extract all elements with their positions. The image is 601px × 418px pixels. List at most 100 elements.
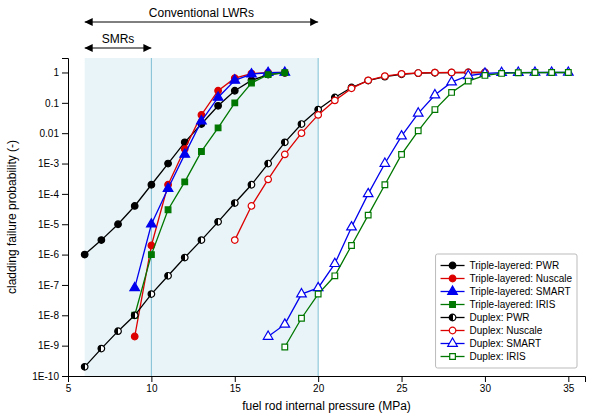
- y-tick: 1E-8: [38, 310, 68, 321]
- data-point: [298, 121, 305, 128]
- data-point: [415, 128, 421, 134]
- data-point: [197, 116, 207, 124]
- data-point: [198, 237, 205, 244]
- data-point: [448, 69, 455, 76]
- vertical-line: [151, 58, 152, 376]
- legend-label: Duplex: Nuscale: [470, 325, 543, 336]
- plot-marks: [81, 58, 573, 376]
- series-group: [132, 70, 288, 318]
- legend-background: [436, 254, 577, 368]
- x-tick-label: 30: [480, 383, 492, 394]
- data-point: [230, 75, 240, 83]
- legend-item: Triple-layered: SMART: [441, 286, 571, 297]
- data-point: [299, 315, 305, 321]
- y-tick: 1E-3: [38, 158, 68, 169]
- data-point: [115, 221, 122, 228]
- data-point: [265, 160, 272, 167]
- data-point: [131, 203, 138, 210]
- data-point: [413, 108, 423, 116]
- data-point: [249, 80, 255, 86]
- x-tick-mark: [568, 376, 569, 382]
- data-point: [148, 291, 155, 298]
- series-group: [131, 69, 288, 340]
- y-tick-label: 1E-4: [38, 189, 60, 200]
- data-point: [247, 69, 257, 77]
- y-tick-label: 1E-8: [38, 310, 60, 321]
- y-tick-mark: [62, 285, 68, 286]
- data-point: [432, 69, 439, 76]
- data-point: [432, 69, 439, 76]
- legend-swatch-marker: [449, 262, 456, 269]
- x-tick: 25: [396, 376, 408, 394]
- data-point: [98, 345, 105, 352]
- y-tick: 0.1: [45, 98, 68, 109]
- data-point: [131, 312, 138, 319]
- y-tick-mark: [62, 376, 68, 377]
- data-point: [131, 333, 138, 340]
- series-line: [285, 72, 569, 347]
- data-point: [282, 139, 289, 146]
- legend-label: Triple-layered: IRIS: [470, 299, 556, 310]
- series-group: [263, 67, 573, 339]
- series-line: [135, 72, 285, 336]
- y-tick-mark: [62, 103, 68, 104]
- data-point: [415, 70, 422, 77]
- data-point: [115, 328, 122, 335]
- data-point: [549, 70, 555, 76]
- series-line: [85, 72, 485, 366]
- data-point: [165, 207, 171, 213]
- data-point: [348, 85, 355, 92]
- y-tick: 1E-9: [38, 340, 68, 351]
- data-point: [282, 70, 288, 76]
- data-point: [298, 130, 305, 137]
- data-point: [147, 219, 157, 227]
- y-tick-mark: [62, 346, 68, 347]
- data-point: [180, 149, 190, 157]
- series-group: [231, 69, 488, 243]
- annotation: Conventional LWRs: [85, 6, 318, 22]
- series-line: [135, 72, 285, 287]
- data-point: [265, 72, 271, 78]
- legend-item: Duplex: IRIS: [441, 351, 526, 362]
- data-point: [365, 77, 372, 84]
- y-tick-mark: [62, 194, 68, 195]
- y-tick-mark: [62, 164, 68, 165]
- data-point: [263, 331, 273, 339]
- legend-swatch-marker: [449, 275, 456, 282]
- y-tick-label: 1E-10: [32, 371, 59, 382]
- data-point: [513, 67, 523, 75]
- legend-item: Triple-layered: PWR: [441, 260, 560, 271]
- series-group: [81, 69, 488, 370]
- y-tick-label: 0.01: [40, 128, 60, 139]
- data-point: [380, 158, 390, 166]
- data-point: [399, 152, 405, 158]
- x-tick-mark: [318, 376, 319, 382]
- annotation-label: SMRs: [102, 32, 135, 46]
- y-tick: 1E-10: [32, 371, 68, 382]
- chart-svg: 51015202530351E-101E-91E-81E-71E-61E-51E…: [0, 0, 601, 418]
- x-tick: 20: [313, 376, 325, 394]
- legend-label: Triple-layered: Nuscale: [470, 273, 573, 284]
- legend-label: Triple-layered: SMART: [470, 286, 571, 297]
- series-group: [130, 67, 290, 291]
- y-tick: 1E-5: [38, 219, 68, 230]
- series-group: [81, 70, 288, 258]
- data-point: [215, 219, 222, 226]
- series-group: [282, 70, 571, 350]
- data-point: [248, 203, 255, 210]
- legend-label: Triple-layered: PWR: [470, 260, 560, 271]
- annotation-label: Conventional LWRs: [149, 6, 254, 20]
- data-point: [215, 102, 222, 109]
- plot-root: 51015202530351E-101E-91E-81E-71E-61E-51E…: [5, 6, 586, 413]
- data-point: [231, 200, 238, 207]
- legend-swatch-marker: [449, 327, 456, 334]
- y-tick-mark: [62, 315, 68, 316]
- annotation-arrow: [85, 22, 318, 23]
- data-point: [365, 212, 371, 218]
- y-tick: 1E-7: [38, 280, 68, 291]
- y-tick-label: 1E-9: [38, 340, 60, 351]
- data-point: [330, 258, 340, 266]
- data-point: [397, 131, 407, 139]
- y-tick: 1: [53, 67, 68, 78]
- y-tick-mark: [62, 255, 68, 256]
